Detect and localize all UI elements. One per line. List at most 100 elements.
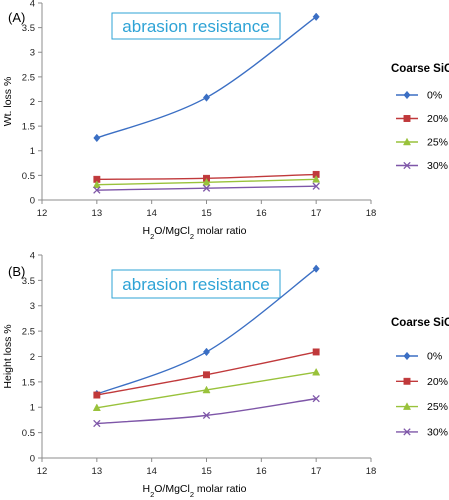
- panel-a-x-tick-label: 17: [311, 208, 322, 219]
- panel-b-series-30pct-point-1-stroke-b: [93, 419, 101, 428]
- panel-a-x-tick-label: 13: [92, 208, 103, 219]
- panel-a-legend-swatch-marker: [403, 90, 411, 100]
- panel-a-series-30pct-point-3-stroke-b: [312, 182, 320, 190]
- panel-a-series-0pct-point-1: [93, 133, 101, 143]
- panel-a-legend-entry: 20%: [396, 113, 448, 125]
- panel-b-y-tick-label: 3.5: [22, 276, 35, 287]
- panel-b-series-20pct-point-2: [203, 371, 210, 379]
- panel-b-legend-title: Coarse SiC: [391, 317, 449, 329]
- panel-a-legend-swatch-marker-stroke-b: [403, 161, 411, 170]
- panel-a-x-tick-label: 15: [201, 208, 212, 219]
- panel-b-series-30pct-point-2-stroke-b: [202, 411, 211, 420]
- panel-a-y-tick-label: 2: [30, 97, 35, 108]
- panel-b-series-30pct-point-3-stroke-b: [312, 394, 320, 403]
- panel-b: 0 0.5 1 1.5 2 2.5 3 3.5 4 12 13 14 15 16 17 18 H2O/MgCl2…: [2, 250, 449, 498]
- panel-b-legend-label: 20%: [427, 376, 448, 388]
- panel-b-x-axis-title: H2O/MgCl2 molar ratio: [142, 483, 246, 499]
- panel-a-series-0pct-point-3: [312, 12, 320, 21]
- panel-a-series-0pct-point-2: [202, 93, 211, 102]
- panel-b-series-25pct-point-1: [92, 403, 101, 412]
- panel-a-annotation-box: [111, 12, 281, 40]
- panel-a-y-tick-label: 3: [30, 48, 35, 59]
- panel-b-x-tick-label: 13: [92, 466, 103, 477]
- panel-a-series-25pct-point-2: [202, 177, 211, 186]
- panel-a-legend-label: 30%: [427, 160, 448, 172]
- panel-b-y-tick-label: 2.5: [22, 327, 35, 338]
- panel-a-y-tick-label: 2.5: [22, 72, 35, 83]
- panel-b-y-tick-label: 1.5: [22, 377, 35, 388]
- panel-b-series-30pct-point-2: [202, 411, 211, 420]
- panel-a-legend-label: 0%: [427, 90, 442, 102]
- panel-b-x-tick-label: 17: [311, 466, 322, 477]
- panel-a-y-axis-title: Wt. loss %: [2, 77, 14, 127]
- panel-b-annotation-box: [111, 269, 281, 299]
- panel-b-x-tick-label: 12: [37, 466, 48, 477]
- panel-a-y-tick-label: 3.5: [22, 23, 35, 34]
- panel-b-series-25pct-point-2: [202, 385, 211, 394]
- panel-a-legend-swatch-marker: [403, 161, 411, 170]
- panel-b-y-tick-label: 4: [30, 250, 35, 261]
- panel-a-y-tick-label: 1: [30, 146, 35, 157]
- panel-b-legend-label: 25%: [427, 401, 448, 413]
- panel-a-x-tick-label: 16: [256, 208, 267, 219]
- panel-b-y-tick-label: 1: [30, 403, 35, 414]
- panel-b-legend-swatch-marker: [403, 428, 411, 436]
- panel-a-legend-label: 25%: [427, 137, 448, 149]
- panel-a-series-30pct-point-3: [312, 182, 320, 190]
- panel-b-legend: Coarse SiC 0% 20% 25% 30%: [391, 317, 449, 439]
- panel-a-annotation: abrasion resistance: [111, 12, 281, 40]
- panel-b-series-30pct-point-1: [93, 419, 101, 428]
- panel-a-legend-entry: 30%: [396, 160, 448, 172]
- panel-b-series-0pct-point-3: [312, 264, 320, 273]
- panel-a-legend-entry: 0%: [396, 90, 442, 102]
- panel-a-series-30pct-point-2-stroke-b: [202, 184, 211, 192]
- panel-b-y-axis-title: Height loss %: [2, 324, 14, 388]
- panel-b-y-tick-label: 3: [30, 301, 35, 312]
- panel-a-series-25pct-point-1: [92, 180, 101, 188]
- panel-b-series-20pct: [93, 348, 320, 399]
- panel-b-series-20pct-point-1: [93, 391, 101, 399]
- panel-b-label: (B): [8, 264, 25, 279]
- panel-a-y-tick-label: 1.5: [22, 122, 35, 133]
- panel-a-legend-swatch-marker: [403, 115, 411, 122]
- panel-a-y-tick-label: 0.5: [22, 171, 35, 182]
- panel-b-y-tick-label: 0.5: [22, 428, 35, 439]
- panel-a-legend: Coarse SiC 0% 20% 25% 30%: [391, 63, 449, 172]
- panel-b-annotation-text: abrasion resistance: [122, 275, 269, 294]
- panel-b-legend-swatch-marker: [403, 377, 411, 385]
- panel-a-series-30pct-point-1-stroke-b: [93, 186, 101, 194]
- panel-b-series-0pct-point-2: [202, 347, 211, 357]
- panel-b-legend-swatch-marker: [403, 351, 411, 361]
- panel-b-legend-swatch-marker: [402, 402, 412, 410]
- panel-b-legend-entry: 25%: [396, 401, 448, 413]
- panel-b-legend-entry: 0%: [396, 351, 442, 363]
- panel-a-series-25pct-point-3: [312, 174, 321, 183]
- panel-a-legend-entry: 25%: [396, 137, 448, 149]
- panel-a-legend-swatch-marker: [402, 137, 412, 146]
- panel-a-series-30pct-point-1: [93, 186, 101, 194]
- panel-b-y-tick-label: 2: [30, 352, 35, 363]
- panel-a-x-tick-label: 18: [366, 208, 377, 219]
- panel-a-y-tick-label: 0: [30, 195, 35, 206]
- panel-b-y-tick-label: 0: [30, 453, 35, 464]
- panel-b-legend-label: 0%: [427, 351, 442, 363]
- panel-a: 0 0.5 1 1.5 2 2.5 3 3.5 4 12 13 14 15 16 17 18 H2O/MgCl2…: [2, 0, 449, 241]
- panel-b-x-tick-label: 15: [201, 466, 212, 477]
- panel-b-series-25pct: [92, 367, 321, 412]
- panel-b-legend-entry: 20%: [396, 376, 448, 388]
- panel-b-x-tick-label: 14: [146, 466, 157, 477]
- panel-b-series-30pct-point-3: [312, 394, 320, 403]
- panel-a-x-axis-title: H2O/MgCl2 molar ratio: [142, 225, 246, 241]
- panel-a-x-tick-label: 14: [146, 208, 157, 219]
- panel-a-series-30pct-point-2: [202, 184, 211, 192]
- panel-a-series-30pct: [93, 182, 320, 194]
- panel-b-legend-label: 30%: [427, 427, 448, 439]
- panel-a-x-tick-label: 12: [37, 208, 48, 219]
- panel-b-legend-entry: 30%: [396, 427, 448, 439]
- panel-b-annotation: abrasion resistance: [111, 269, 281, 299]
- panel-a-series-0pct: [93, 12, 320, 143]
- panel-b-x-tick-label: 16: [256, 466, 267, 477]
- panel-b-x-tick-label: 18: [366, 466, 377, 477]
- panel-a-y-tick-label: 4: [30, 0, 35, 9]
